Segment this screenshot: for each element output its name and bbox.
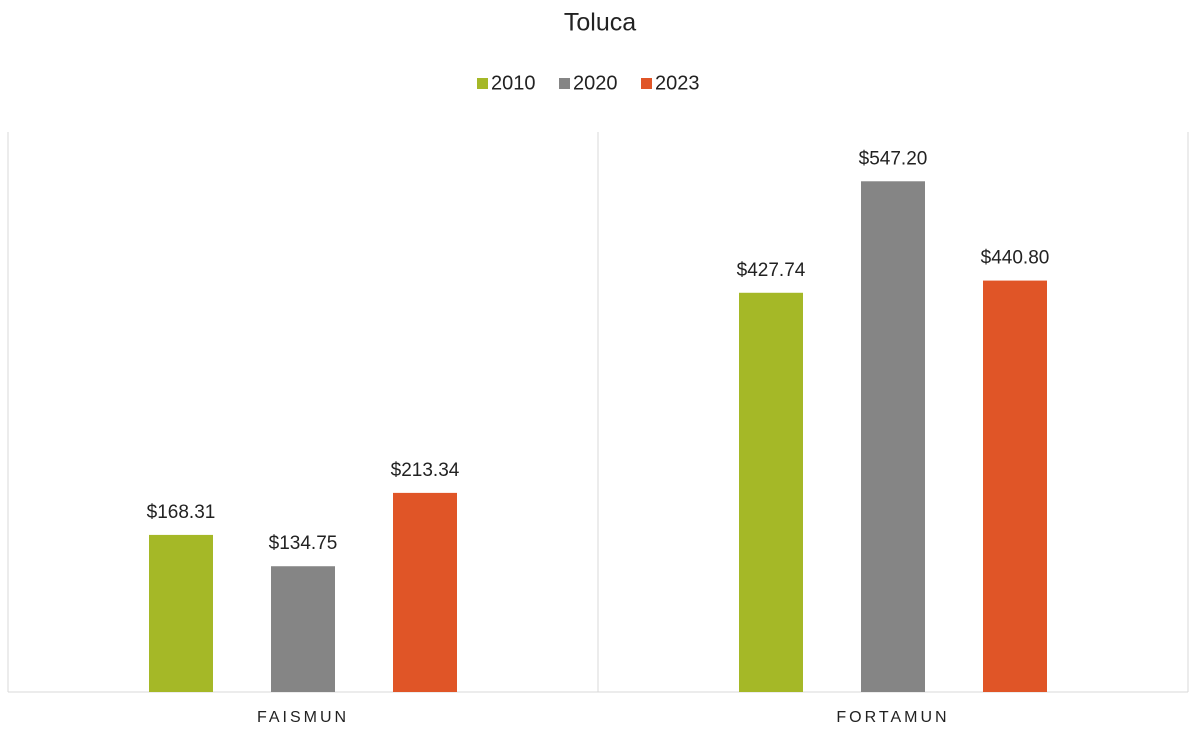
data-label: $440.80 bbox=[981, 248, 1050, 269]
legend-swatch bbox=[559, 78, 570, 89]
legend-label: 2023 bbox=[655, 72, 700, 94]
legend-swatch bbox=[477, 78, 488, 89]
legend-label: 2010 bbox=[491, 72, 536, 94]
chart-title: Toluca bbox=[564, 9, 636, 37]
data-label: $134.75 bbox=[269, 533, 338, 554]
bar bbox=[393, 492, 457, 692]
bar bbox=[983, 280, 1047, 692]
data-label: $168.31 bbox=[147, 502, 216, 523]
data-label: $547.20 bbox=[859, 148, 928, 169]
data-label: $213.34 bbox=[391, 460, 460, 481]
bar bbox=[739, 292, 803, 692]
legend-swatch bbox=[641, 78, 652, 89]
x-tick-label: FORTAMUN bbox=[836, 709, 949, 726]
data-label: $427.74 bbox=[737, 260, 806, 281]
x-tick-label: FAISMUN bbox=[257, 709, 349, 726]
bar bbox=[149, 534, 213, 692]
bar bbox=[861, 181, 925, 692]
legend-label: 2020 bbox=[573, 72, 618, 94]
bar bbox=[271, 566, 335, 692]
